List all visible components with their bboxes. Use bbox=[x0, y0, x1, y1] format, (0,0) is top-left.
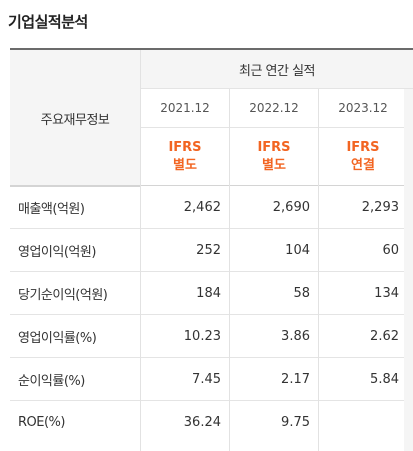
row-label-net-margin: 순이익률(%) bbox=[18, 373, 85, 389]
divider bbox=[141, 88, 413, 89]
cell: 2.17 bbox=[281, 371, 310, 387]
divider bbox=[10, 400, 413, 401]
divider bbox=[10, 314, 413, 315]
row-label-operating-profit: 영업이익(억원) bbox=[18, 244, 96, 260]
next-column-edge bbox=[404, 89, 413, 451]
period-title: 최근 연간 실적 bbox=[141, 50, 413, 88]
cell: 5.84 bbox=[370, 371, 399, 387]
standard-line1: IFRS bbox=[257, 139, 291, 155]
row-header-label: 주요재무정보 bbox=[10, 50, 140, 187]
divider bbox=[10, 228, 413, 229]
column-divider bbox=[140, 50, 141, 451]
cell: 104 bbox=[285, 242, 310, 258]
table-top-border bbox=[10, 48, 413, 50]
standard-line1: IFRS bbox=[168, 139, 202, 155]
row-label-net-income: 당기순이익(억원) bbox=[18, 287, 108, 303]
year-header-2022: 2022.12 bbox=[230, 89, 318, 127]
year-header-2023: 2023.12 bbox=[319, 89, 407, 127]
cell: 184 bbox=[196, 285, 221, 301]
standard-line2: 별도 bbox=[173, 157, 197, 173]
cell: 7.45 bbox=[192, 371, 221, 387]
cell: 10.23 bbox=[183, 328, 221, 344]
cell: 9.75 bbox=[281, 414, 310, 430]
cell: 3.86 bbox=[281, 328, 310, 344]
cell: 2,690 bbox=[272, 199, 310, 215]
column-divider bbox=[229, 89, 230, 451]
divider bbox=[141, 127, 413, 128]
year-header-2021: 2021.12 bbox=[141, 89, 229, 127]
cell: 252 bbox=[196, 242, 221, 258]
cell: 2,293 bbox=[361, 199, 399, 215]
divider bbox=[10, 357, 413, 358]
accounting-standard-2021: IFRS 별도 bbox=[141, 128, 229, 185]
row-label-revenue: 매출액(억원) bbox=[18, 201, 85, 217]
cell: 60 bbox=[382, 242, 399, 258]
column-divider bbox=[318, 89, 319, 451]
standard-line1: IFRS bbox=[346, 139, 380, 155]
standard-line2: 연결 bbox=[351, 157, 375, 173]
divider bbox=[10, 271, 413, 272]
accounting-standard-2023: IFRS 연결 bbox=[319, 128, 407, 185]
cell: 58 bbox=[293, 285, 310, 301]
accounting-standard-2022: IFRS 별도 bbox=[230, 128, 318, 185]
cell bbox=[319, 401, 407, 443]
cell: 36.24 bbox=[183, 414, 221, 430]
cell: 2.62 bbox=[370, 328, 399, 344]
cell: 134 bbox=[374, 285, 399, 301]
row-label-roe: ROE(%) bbox=[18, 414, 65, 430]
divider bbox=[10, 185, 413, 186]
row-label-operating-margin: 영업이익률(%) bbox=[18, 330, 97, 346]
cell: 2,462 bbox=[183, 199, 221, 215]
section-title: 기업실적분석 bbox=[8, 13, 88, 31]
standard-line2: 별도 bbox=[262, 157, 286, 173]
